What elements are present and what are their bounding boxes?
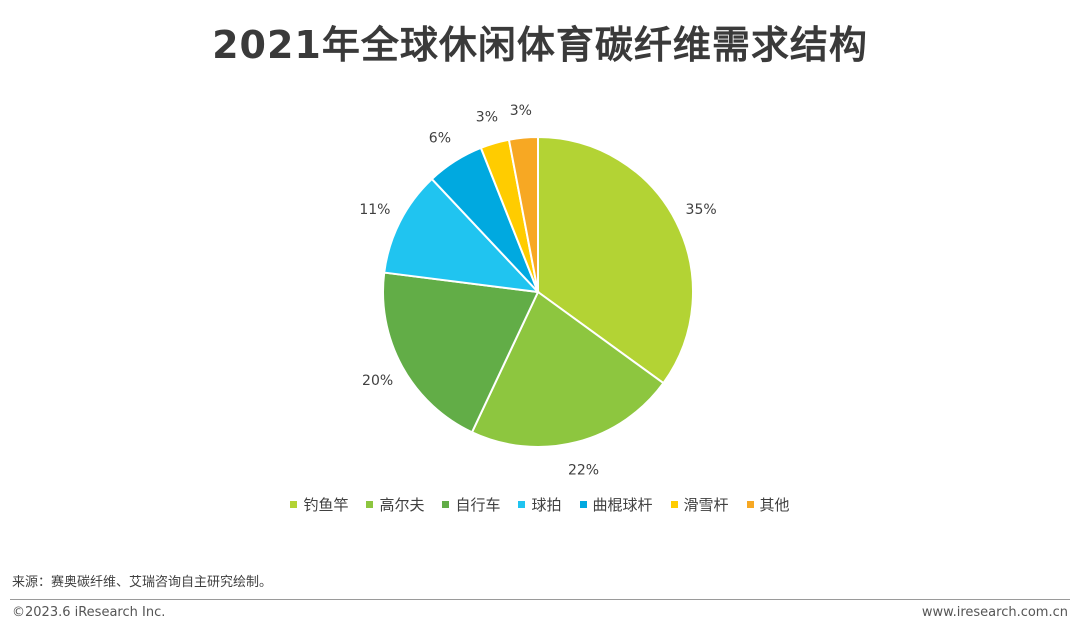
- legend-label: 高尔夫: [379, 496, 425, 514]
- chart-title: 2021年全球休闲体育碳纤维需求结构: [212, 23, 868, 67]
- legend-label: 曲棍球杆: [592, 496, 653, 514]
- copyright-text: ©2023.6 iResearch Inc.: [12, 605, 166, 620]
- legend-label: 其他: [759, 496, 790, 514]
- footer-divider: [10, 599, 1070, 600]
- source-note: 来源：赛奥碳纤维、艾瑞咨询自主研究绘制。: [12, 575, 273, 590]
- pie-label-6: 3%: [476, 109, 498, 125]
- legend-item-1: 钓鱼竿: [290, 494, 348, 515]
- legend-item-6: 滑雪杆: [670, 494, 729, 515]
- pie-label-3: 20%: [362, 373, 393, 389]
- legend-swatch: [746, 501, 754, 508]
- pie-label-1: 35%: [686, 202, 717, 218]
- pie-slice-4: [383, 177, 541, 294]
- pie-slice-3: [382, 271, 540, 434]
- pie-slice-7: [507, 135, 539, 293]
- pie-label-2: 22%: [568, 462, 599, 478]
- legend-swatch: [442, 501, 450, 508]
- legend-swatch: [366, 501, 374, 508]
- legend-label: 自行车: [455, 496, 501, 514]
- legend-item-4: 球拍: [518, 494, 562, 515]
- pie-label-4: 11%: [359, 202, 390, 218]
- legend-item-5: 曲棍球杆: [579, 494, 653, 515]
- legend-label: 球拍: [531, 496, 562, 514]
- legend-swatch: [579, 501, 587, 508]
- legend-item-2: 高尔夫: [366, 494, 424, 515]
- legend-label: 滑雪杆: [683, 496, 729, 514]
- legend-item-3: 自行车: [442, 494, 500, 515]
- chart-legend: 钓鱼竿 高尔夫 自行车 球拍 曲棍球杆 滑雪杆 其他: [0, 494, 1080, 515]
- pie-label-5: 6%: [429, 131, 451, 147]
- legend-swatch: [518, 501, 526, 508]
- legend-swatch: [290, 501, 298, 508]
- legend-item-7: 其他: [746, 494, 790, 515]
- pie-label-7: 3%: [510, 103, 532, 119]
- legend-swatch: [670, 501, 678, 508]
- website-text: www.iresearch.com.cn: [921, 605, 1068, 620]
- pie-slice-1: [537, 135, 694, 385]
- pie-chart: 35% 22% 20% 11% 6% 3% 3%: [359, 103, 717, 478]
- legend-label: 钓鱼竿: [303, 496, 349, 514]
